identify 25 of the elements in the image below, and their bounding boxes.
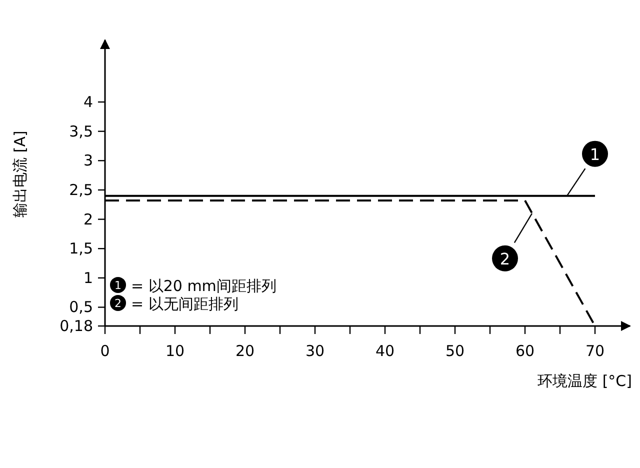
text: 1 [114, 278, 122, 292]
x-tick-label: 60 [515, 342, 535, 360]
y-tick-label: 1 [83, 268, 93, 287]
y-tick-label: 4 [83, 93, 93, 111]
y-tick-label: 1,5 [69, 240, 93, 258]
y-tick-label: 2 [83, 210, 93, 228]
legend-label: = 以无间距排列 [131, 294, 238, 313]
x-tick-label: 50 [445, 342, 465, 360]
x-tick-label: 70 [585, 342, 605, 360]
annotation: 2 [500, 249, 510, 268]
y-tick-label: 0,18 [60, 317, 93, 335]
x-tick-label: 30 [305, 342, 325, 360]
x-tick-label: 20 [235, 342, 255, 360]
x-tick-label: 40 [375, 342, 395, 360]
text: 2 [114, 296, 122, 310]
legend-label: = 以20 mm间距排列 [131, 276, 276, 295]
y-tick-label: 3,5 [69, 122, 93, 140]
y-tick-label: 3 [83, 152, 93, 170]
y-tick-label: 2,5 [69, 180, 93, 199]
x-axis-title: 环境温度 [°C] [538, 372, 632, 390]
x-tick-label: 10 [165, 342, 185, 360]
y-axis-title: 输出电流 [A] [11, 130, 29, 218]
annotation: 1 [590, 144, 600, 164]
y-tick-label: 0,5 [69, 298, 93, 316]
x-tick-label: 0 [100, 342, 110, 360]
